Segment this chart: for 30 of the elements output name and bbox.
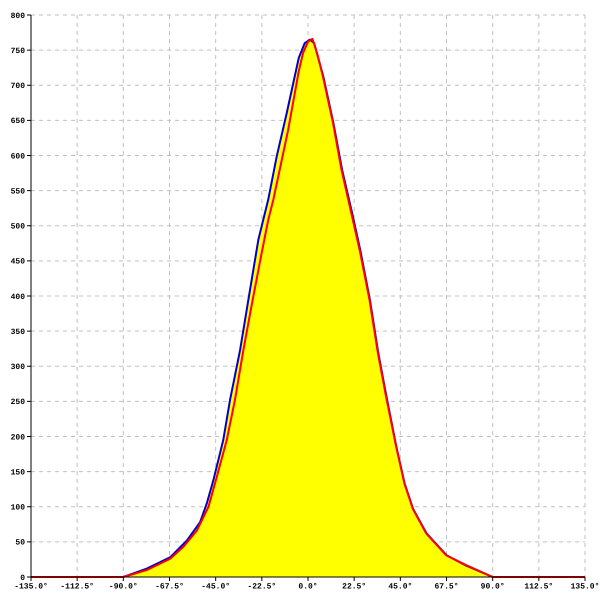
y-tick-label: 450	[10, 258, 26, 267]
x-tick-label: -22.5°	[247, 582, 276, 592]
y-tick-label: 0	[20, 574, 26, 583]
y-tick-label: 300	[10, 363, 26, 372]
y-tick-label: 150	[10, 468, 26, 478]
y-tick-label: 350	[10, 328, 26, 337]
x-tick-label: -112.5°	[60, 582, 94, 592]
x-tick-label: 135.0°	[570, 582, 600, 592]
y-tick-label: 400	[10, 292, 26, 302]
y-tick-label: 500	[10, 222, 26, 232]
y-tick-label: 750	[10, 46, 26, 56]
y-tick-label: 50	[15, 538, 26, 548]
y-tick-label: 250	[10, 398, 26, 408]
y-tick-label: 600	[10, 152, 26, 162]
x-tick-label: -90.0°	[108, 582, 138, 592]
x-tick-label: 22.5°	[342, 582, 366, 592]
y-tick-label: 800	[10, 12, 26, 21]
x-tick-label: 67.5°	[434, 582, 459, 592]
x-tick-label: 0.0°	[298, 582, 318, 592]
x-tick-label: -135.0°	[14, 582, 48, 592]
y-tick-label: 700	[10, 82, 26, 92]
y-tick-label: 200	[10, 433, 26, 442]
y-tick-label: 550	[10, 187, 26, 196]
x-tick-label: -45.0°	[201, 582, 230, 592]
y-tick-label: 650	[10, 117, 26, 126]
x-tick-label: -67.5°	[155, 582, 184, 592]
x-tick-label: 90.0°	[480, 582, 505, 592]
x-tick-label: 112.5°	[524, 582, 554, 592]
x-tick-label: 45.0°	[388, 582, 412, 592]
y-tick-label: 100	[10, 504, 26, 513]
